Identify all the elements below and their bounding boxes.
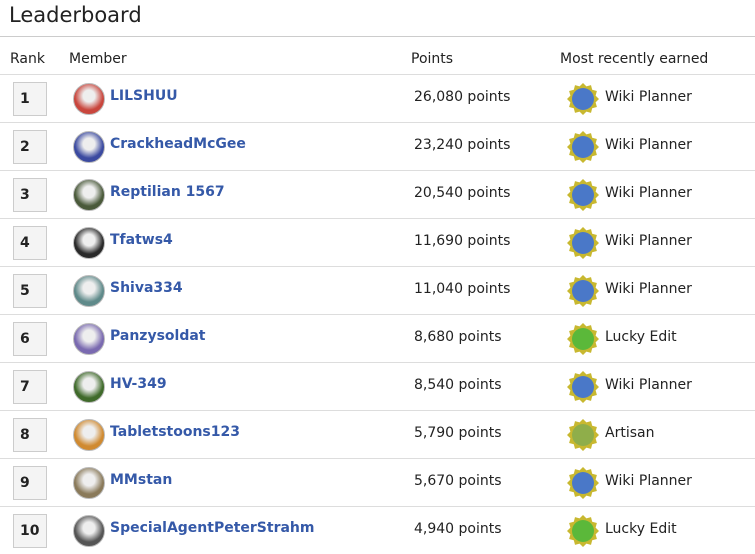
avatar[interactable] — [73, 371, 105, 403]
leaderboard-row: 10 SpecialAgentPeterStrahm 4,940 points Luc… — [0, 506, 755, 554]
points: 5,670 points — [414, 473, 502, 489]
badge-name: Lucky Edit — [605, 521, 677, 537]
badge-icon — [567, 371, 599, 403]
badge-name: Wiki Planner — [605, 137, 692, 153]
avatar[interactable] — [73, 83, 105, 115]
badge-face — [572, 280, 594, 302]
leaderboard-row: 1 LILSHUU 26,080 points Wiki Planner — [0, 74, 755, 122]
column-header: Rank — [10, 51, 45, 67]
points: 4,940 points — [414, 521, 502, 537]
leaderboard-row: 5 Shiva334 11,040 points Wiki Planner — [0, 266, 755, 314]
badge-name: Wiki Planner — [605, 185, 692, 201]
member-link[interactable]: Tfatws4 — [110, 232, 173, 248]
rank: 2 — [13, 130, 47, 164]
avatar[interactable] — [73, 515, 105, 547]
badge-icon — [567, 131, 599, 163]
leaderboard-row: 4 Tfatws4 11,690 points Wiki Planner — [0, 218, 755, 266]
leaderboard-rows: 1 LILSHUU 26,080 points Wiki Planner 2 Crackh… — [0, 74, 755, 554]
points: 8,540 points — [414, 377, 502, 393]
member-link[interactable]: Tabletstoons123 — [110, 424, 240, 440]
badge-name: Artisan — [605, 425, 655, 441]
avatar[interactable] — [73, 275, 105, 307]
rank: 3 — [13, 178, 47, 212]
member-link[interactable]: Reptilian 1567 — [110, 184, 225, 200]
badge-name: Wiki Planner — [605, 377, 692, 393]
badge-icon — [567, 419, 599, 451]
avatar[interactable] — [73, 323, 105, 355]
member-link[interactable]: HV-349 — [110, 376, 167, 392]
member-link[interactable]: Panzysoldat — [110, 328, 206, 344]
leaderboard-row: 8 Tabletstoons123 5,790 points Artisan — [0, 410, 755, 458]
column-header: Points — [411, 51, 454, 67]
leaderboard-row: 7 HV-349 8,540 points Wiki Planner — [0, 362, 755, 410]
rank: 6 — [13, 322, 47, 356]
leaderboard-row: 2 CrackheadMcGee 23,240 points Wiki Planner — [0, 122, 755, 170]
avatar[interactable] — [73, 467, 105, 499]
badge-face — [572, 424, 594, 446]
badge-icon — [567, 227, 599, 259]
badge-face — [572, 136, 594, 158]
points: 20,540 points — [414, 185, 511, 201]
leaderboard-row: 6 Panzysoldat 8,680 points Lucky Edit — [0, 314, 755, 362]
badge-icon — [567, 179, 599, 211]
points: 23,240 points — [414, 137, 511, 153]
badge-icon — [567, 515, 599, 547]
rank: 4 — [13, 226, 47, 260]
avatar[interactable] — [73, 419, 105, 451]
badge-name: Wiki Planner — [605, 89, 692, 105]
badge-face — [572, 376, 594, 398]
rank: 1 — [13, 82, 47, 116]
badge-name: Wiki Planner — [605, 233, 692, 249]
badge-face — [572, 472, 594, 494]
member-link[interactable]: SpecialAgentPeterStrahm — [110, 520, 315, 536]
badge-face — [572, 88, 594, 110]
points: 11,690 points — [414, 233, 511, 249]
badge-icon — [567, 275, 599, 307]
badge-name: Lucky Edit — [605, 329, 677, 345]
badge-icon — [567, 323, 599, 355]
badge-icon — [567, 467, 599, 499]
avatar[interactable] — [73, 131, 105, 163]
rank: 7 — [13, 370, 47, 404]
badge-face — [572, 328, 594, 350]
member-link[interactable]: Shiva334 — [110, 280, 183, 296]
member-link[interactable]: LILSHUU — [110, 88, 178, 104]
points: 11,040 points — [414, 281, 511, 297]
leaderboard-row: 9 MMstan 5,670 points Wiki Planner — [0, 458, 755, 506]
divider — [0, 36, 755, 37]
column-header: Member — [69, 51, 127, 67]
rank: 8 — [13, 418, 47, 452]
leaderboard-row: 3 Reptilian 1567 20,540 points Wiki Planner — [0, 170, 755, 218]
avatar[interactable] — [73, 227, 105, 259]
points: 5,790 points — [414, 425, 502, 441]
member-link[interactable]: MMstan — [110, 472, 173, 488]
badge-face — [572, 184, 594, 206]
badge-name: Wiki Planner — [605, 281, 692, 297]
rank: 9 — [13, 466, 47, 500]
badge-face — [572, 520, 594, 542]
column-header: Most recently earned — [560, 51, 709, 67]
badge-face — [572, 232, 594, 254]
member-link[interactable]: CrackheadMcGee — [110, 136, 246, 152]
avatar[interactable] — [73, 179, 105, 211]
rank: 10 — [13, 514, 47, 548]
page-title: Leaderboard — [9, 3, 142, 27]
badge-name: Wiki Planner — [605, 473, 692, 489]
points: 26,080 points — [414, 89, 511, 105]
points: 8,680 points — [414, 329, 502, 345]
badge-icon — [567, 83, 599, 115]
rank: 5 — [13, 274, 47, 308]
